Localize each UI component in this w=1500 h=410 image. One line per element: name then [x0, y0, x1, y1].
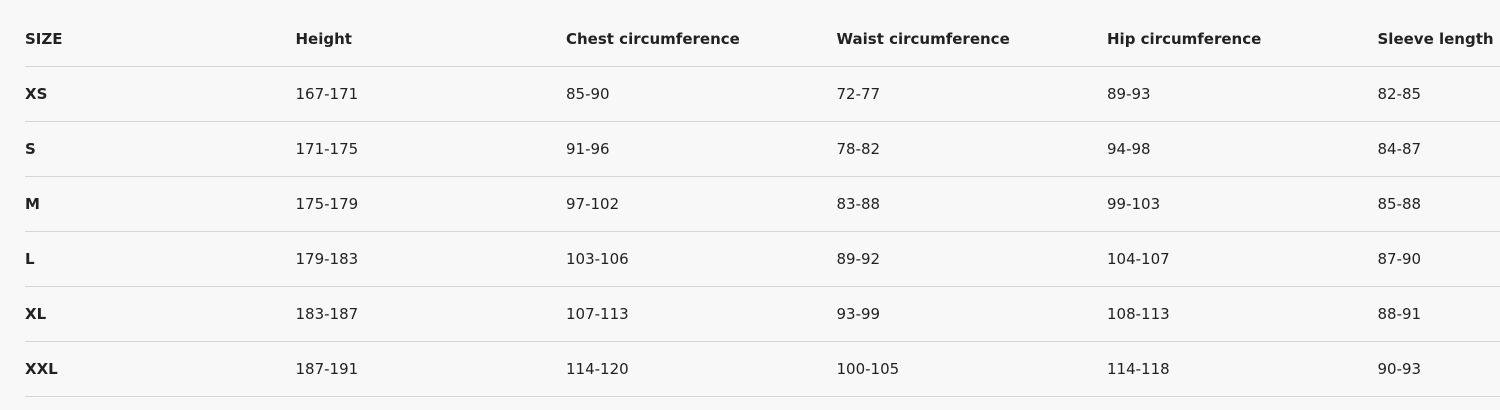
measure-cell: 85-90 [566, 66, 837, 122]
measure-cell: 89-92 [836, 231, 1107, 287]
header-cell: Hip circumference [1107, 12, 1378, 67]
measure-cell: 108-113 [1107, 286, 1378, 342]
table-row: XS 167-171 85-90 72-77 89-93 82-85 [25, 66, 1500, 122]
size-cell: M [25, 176, 296, 232]
size-cell: L [25, 231, 296, 287]
measure-cell: 183-187 [295, 286, 566, 342]
measure-cell: 100-105 [836, 341, 1107, 397]
measure-cell: 175-179 [295, 176, 566, 232]
measure-cell: 87-90 [1377, 231, 1500, 287]
table-row: XXL 187-191 114-120 100-105 114-118 90-93 [25, 341, 1500, 397]
header-cell: Height [295, 12, 566, 67]
measure-cell: 171-175 [295, 121, 566, 177]
measure-cell: 93-99 [836, 286, 1107, 342]
header-cell: Waist circumference [836, 12, 1107, 67]
measure-cell: 83-88 [836, 176, 1107, 232]
measure-cell: 99-103 [1107, 176, 1378, 232]
measure-cell: 97-102 [566, 176, 837, 232]
size-table: SIZE Height Chest circumference Waist circu… [25, 12, 1500, 397]
measure-cell: 91-96 [566, 121, 837, 177]
header-row: SIZE Height Chest circumference Waist circu… [25, 12, 1500, 67]
table-row: M 175-179 97-102 83-88 99-103 85-88 [25, 176, 1500, 232]
header-cell: Chest circumference [566, 12, 837, 67]
measure-cell: 72-77 [836, 66, 1107, 122]
measure-cell: 89-93 [1107, 66, 1378, 122]
measure-cell: 104-107 [1107, 231, 1378, 287]
measure-cell: 94-98 [1107, 121, 1378, 177]
measure-cell: 187-191 [295, 341, 566, 397]
measure-cell: 84-87 [1377, 121, 1500, 177]
measure-cell: 114-118 [1107, 341, 1378, 397]
measure-cell: 82-85 [1377, 66, 1500, 122]
table-row: L 179-183 103-106 89-92 104-107 87-90 [25, 231, 1500, 287]
table-row: XL 183-187 107-113 93-99 108-113 88-91 [25, 286, 1500, 342]
size-cell: S [25, 121, 296, 177]
measure-cell: 85-88 [1377, 176, 1500, 232]
header-cell: Sleeve length [1377, 12, 1500, 67]
table-row: S 171-175 91-96 78-82 94-98 84-87 [25, 121, 1500, 177]
measure-cell: 107-113 [566, 286, 837, 342]
size-cell: XS [25, 66, 296, 122]
measure-cell: 78-82 [836, 121, 1107, 177]
size-cell: XXL [25, 341, 296, 397]
measure-cell: 103-106 [566, 231, 837, 287]
measure-cell: 179-183 [295, 231, 566, 287]
measure-cell: 114-120 [566, 341, 837, 397]
measure-cell: 88-91 [1377, 286, 1500, 342]
measure-cell: 90-93 [1377, 341, 1500, 397]
header-cell: SIZE [25, 12, 296, 67]
size-cell: XL [25, 286, 296, 342]
table-body: XS 167-171 85-90 72-77 89-93 82-85 S 171-175 91-… [25, 66, 1500, 397]
measure-cell: 167-171 [295, 66, 566, 122]
